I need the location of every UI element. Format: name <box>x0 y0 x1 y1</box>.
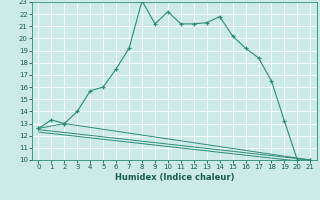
X-axis label: Humidex (Indice chaleur): Humidex (Indice chaleur) <box>115 173 234 182</box>
